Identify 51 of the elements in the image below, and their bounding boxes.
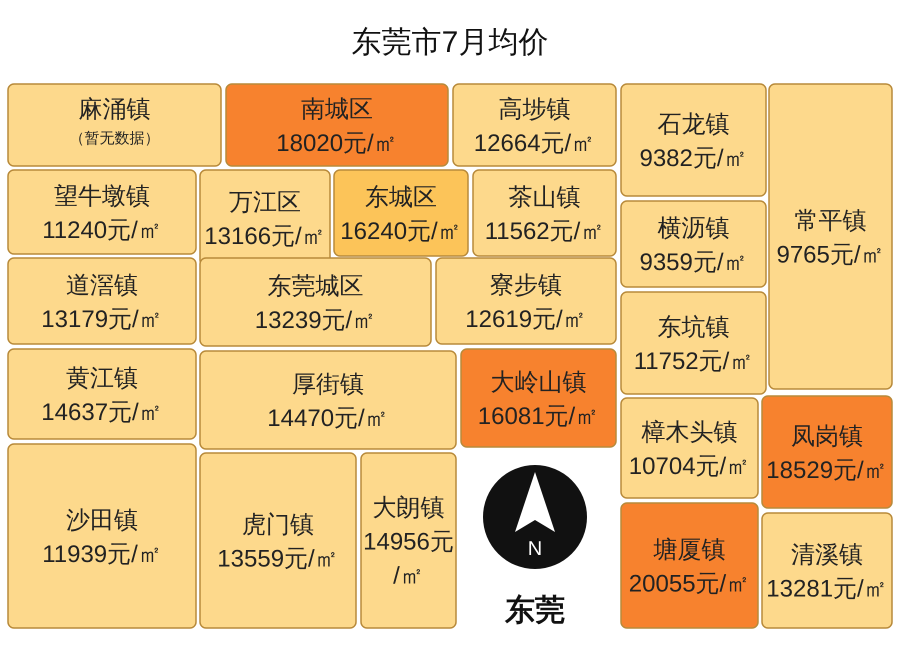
data-label: 9382元/㎡: [639, 145, 748, 172]
category-label: 沙田镇: [66, 507, 138, 534]
category-label: 道滘镇: [66, 272, 138, 299]
category-label: 麻涌镇: [78, 96, 150, 123]
data-label: 12619元/㎡: [465, 306, 587, 333]
data-label: 11752元/㎡: [634, 348, 754, 375]
data-label: 13281元/㎡: [766, 576, 888, 602]
data-label: 9359元/㎡: [639, 249, 748, 276]
category-label: 寮步镇: [490, 272, 562, 299]
data-label: 10704元/㎡: [628, 453, 750, 480]
category-label: 塘厦镇: [652, 536, 726, 564]
text: 东莞: [504, 594, 565, 627]
text: 东莞市7月均价: [352, 26, 548, 59]
category-label: 横沥镇: [658, 215, 730, 242]
category-label: 万江区: [229, 189, 301, 216]
category-label: 大朗镇: [372, 494, 444, 522]
category-label: 凤岗镇: [791, 423, 863, 450]
category-label: 东莞城区: [268, 273, 364, 300]
data-label: 11939元/㎡: [42, 541, 162, 568]
data-label: 11562元/㎡: [484, 218, 604, 245]
category-label: 樟木头镇: [640, 419, 738, 446]
category-label: 虎门镇: [242, 512, 314, 538]
data-label: 13239元/㎡: [254, 307, 376, 334]
category-label: 常平镇: [794, 208, 866, 234]
category-label: 石龙镇: [658, 111, 730, 138]
category-label: 大岭山镇: [490, 369, 586, 396]
data-label: 13559元/㎡: [217, 546, 339, 572]
data-label: 16240元/㎡: [340, 218, 462, 245]
category-label: 厚街镇: [292, 371, 364, 398]
category-label: 东城区: [365, 184, 437, 211]
category-label: 望牛墩镇: [54, 183, 150, 210]
data-label: 11240元/㎡: [42, 217, 162, 244]
category-label: 东坑镇: [658, 314, 730, 341]
data-label: 18020元/㎡: [276, 130, 398, 157]
category-label: 茶山镇: [508, 184, 580, 211]
data-label: 14956元/㎡: [363, 528, 454, 590]
data-label: 12664元/㎡: [474, 130, 596, 157]
data-label: （暂无数据）: [70, 130, 160, 147]
data-label: 13166元/㎡: [204, 223, 326, 250]
data-label: 14470元/㎡: [267, 405, 389, 432]
data-label: 14637元/㎡: [41, 399, 163, 426]
text: N: [528, 538, 542, 560]
category-label: 黄江镇: [66, 365, 138, 392]
data-label: 18529元/㎡: [766, 457, 888, 484]
data-label: 13179元/㎡: [41, 306, 163, 333]
category-label: 高埗镇: [498, 96, 570, 123]
data-label: 16081元/㎡: [478, 403, 600, 430]
data-label: 20055元/㎡: [628, 570, 750, 598]
category-label: 南城区: [301, 96, 373, 123]
category-label: 清溪镇: [791, 542, 863, 568]
data-label: 9765元/㎡: [776, 242, 885, 268]
